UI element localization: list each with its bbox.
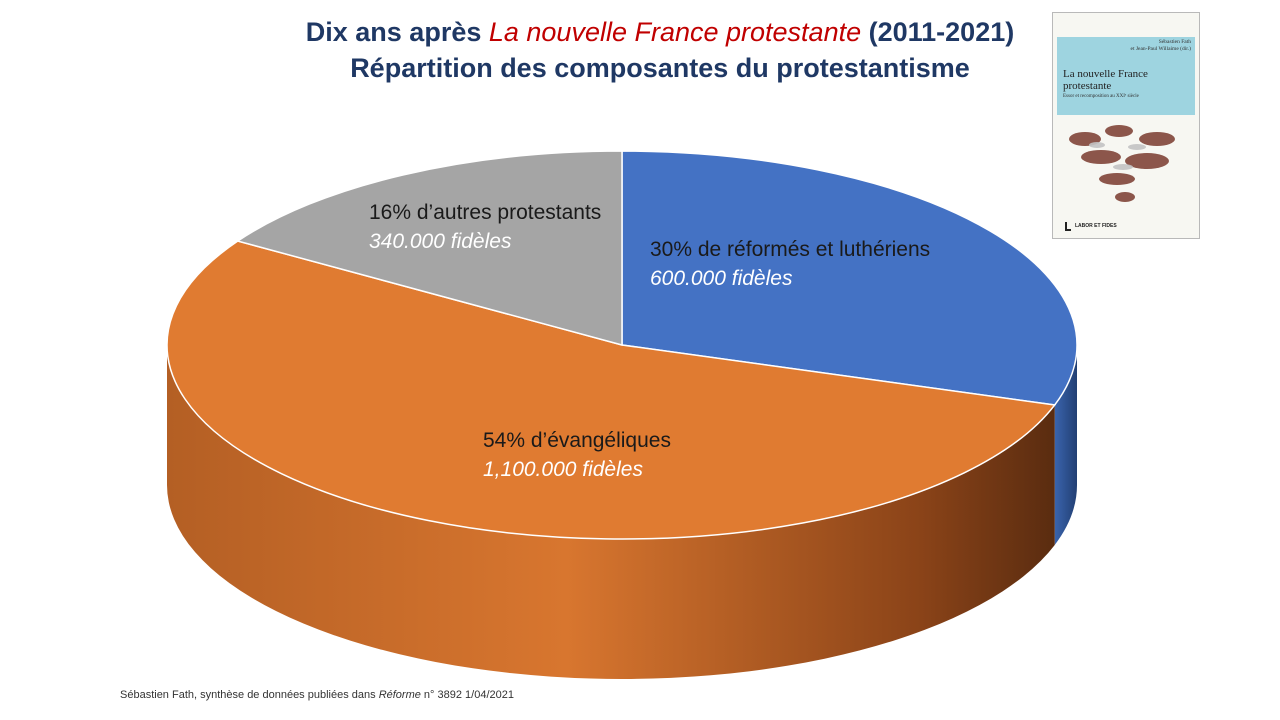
label-evangeliques-percent: 54% d’évangéliques — [483, 429, 671, 452]
label-autres-percent: 16% d’autres protestants — [369, 201, 601, 224]
pie-labels: 30% de réformés et luthériens 600.000 fi… — [369, 201, 930, 481]
book-cover-subtitle: Essor et recomposition au XXIᵉ siècle — [1063, 94, 1139, 99]
label-reformes-percent: 30% de réformés et luthériens — [650, 238, 930, 261]
book-cover-title: La nouvelle France protestante — [1063, 68, 1148, 92]
title-suffix: (2011-2021) — [861, 17, 1015, 47]
label-evangeliques-count: 1,100.000 fidèles — [483, 458, 643, 481]
title-line-1: Dix ans après La nouvelle France protest… — [250, 14, 1070, 50]
book-cover-band — [1057, 37, 1195, 115]
pie-side-reformes — [1054, 345, 1077, 545]
pie-sides — [167, 345, 1077, 679]
chart-title: Dix ans après La nouvelle France protest… — [250, 14, 1070, 86]
source-before: Sébastien Fath, synthèse de données publ… — [120, 689, 379, 701]
book-cover-illustration — [1069, 125, 1175, 202]
label-reformes-count: 600.000 fidèles — [650, 267, 793, 290]
pie-slice-autres — [236, 150, 623, 346]
pie-tops — [166, 150, 1078, 540]
book-cover-publisher: LABOR ET FIDES — [1075, 223, 1117, 229]
book-cover-image: Sébastien Fath et Jean-Paul Willaime (di… — [1052, 12, 1200, 239]
pie-slice-reformes — [621, 150, 1078, 406]
source-journal: Réforme — [378, 689, 421, 701]
title-prefix: Dix ans après — [305, 17, 489, 47]
pie-slice-evangeliques — [166, 240, 1057, 540]
book-cover-author-1: Sébastien Fath — [1158, 39, 1191, 45]
title-line-2: Répartition des composantes du protestan… — [350, 53, 970, 83]
title-book-name: La nouvelle France protestante — [488, 17, 862, 47]
pie-side-evangeliques — [167, 345, 1055, 679]
label-autres-count: 340.000 fidèles — [369, 230, 512, 253]
source-note: Sébastien Fath, synthèse de données publ… — [120, 689, 514, 701]
book-cover-author-2: et Jean-Paul Willaime (dir.) — [1130, 46, 1191, 52]
source-after: n° 3892 1/04/2021 — [420, 689, 514, 701]
book-cover-authors: Sébastien Fath et Jean-Paul Willaime (di… — [1071, 39, 1191, 53]
publisher-logo-icon — [1065, 222, 1071, 231]
